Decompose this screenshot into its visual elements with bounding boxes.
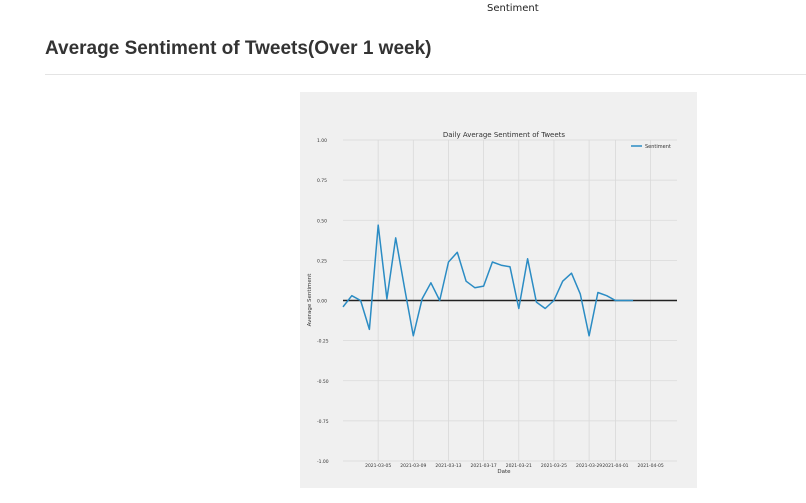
previous-chart-tick-label: 1.00 bbox=[624, 0, 642, 2]
x-axis-label: Date bbox=[497, 469, 511, 475]
previous-chart-tick-label: 0.50 bbox=[560, 0, 578, 2]
previous-chart-axis-fragment: −0.75 −0.50 −0.25 0.00 0.25 0.50 0.75 1.00 Sent… bbox=[396, 0, 646, 17]
y-tick-label: 1.00 bbox=[317, 138, 327, 144]
x-tick-label: 2021-03-05 bbox=[365, 463, 391, 469]
y-tick-label: -0.75 bbox=[317, 419, 329, 425]
x-tick-label: 2021-04-05 bbox=[638, 463, 664, 469]
previous-chart-tick-label: −0.50 bbox=[432, 0, 457, 2]
previous-chart-tick-label: 0.25 bbox=[528, 0, 546, 2]
y-axis-label: Average Sentiment bbox=[307, 273, 313, 327]
x-tick-label: 2021-03-17 bbox=[471, 463, 497, 469]
y-tick-label: 0.75 bbox=[317, 178, 327, 184]
y-tick-label: 0.25 bbox=[317, 258, 327, 264]
legend-label: Sentiment bbox=[645, 144, 671, 150]
x-tick-label: 2021-03-29 bbox=[576, 463, 602, 469]
y-tick-label: 0.50 bbox=[317, 218, 327, 224]
previous-chart-tick-label: −0.25 bbox=[464, 0, 489, 2]
y-tick-label: -0.50 bbox=[317, 379, 329, 385]
chart-background bbox=[300, 92, 697, 488]
section-title: Average Sentiment of Tweets(Over 1 week) bbox=[45, 38, 432, 59]
x-tick-label: 2021-03-25 bbox=[541, 463, 567, 469]
chart-image: 1.00 0.75 0.50 0.25 0.00 -0.25 -0.50 -0.75 -1.00… bbox=[300, 92, 697, 488]
sentiment-line-chart: 1.00 0.75 0.50 0.25 0.00 -0.25 -0.50 -0.75 -1.00… bbox=[300, 92, 697, 488]
x-tick-label: 2021-03-09 bbox=[400, 463, 426, 469]
previous-chart-xlabel: Sentiment bbox=[487, 3, 539, 14]
x-tick-label: 2021-03-13 bbox=[435, 463, 461, 469]
section-divider bbox=[45, 74, 806, 75]
x-tick-label: 2021-03-21 bbox=[506, 463, 532, 469]
x-tick-label: 2021-04-01 bbox=[602, 463, 628, 469]
y-tick-label: -1.00 bbox=[317, 459, 329, 465]
previous-chart-tick-label: 0.75 bbox=[592, 0, 610, 2]
sentiment-series-line bbox=[342, 224, 634, 337]
chart-title: Daily Average Sentiment of Tweets bbox=[443, 131, 565, 139]
previous-chart-tick-label: −0.75 bbox=[400, 0, 425, 2]
previous-chart-tick-label: 0.00 bbox=[496, 0, 514, 2]
y-tick-label: 0.00 bbox=[317, 299, 327, 305]
y-tick-label: -0.25 bbox=[317, 339, 329, 345]
